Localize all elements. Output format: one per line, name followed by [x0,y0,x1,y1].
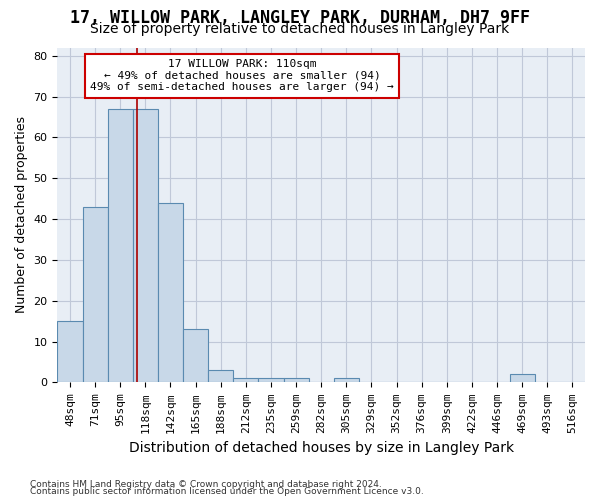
Text: 17 WILLOW PARK: 110sqm
← 49% of detached houses are smaller (94)
49% of semi-det: 17 WILLOW PARK: 110sqm ← 49% of detached… [90,59,394,92]
Bar [334,378,359,382]
Bar [133,109,158,382]
Text: 17, WILLOW PARK, LANGLEY PARK, DURHAM, DH7 9FF: 17, WILLOW PARK, LANGLEY PARK, DURHAM, D… [70,9,530,27]
Bar [233,378,259,382]
Text: Contains public sector information licensed under the Open Government Licence v3: Contains public sector information licen… [30,487,424,496]
Text: Contains HM Land Registry data © Crown copyright and database right 2024.: Contains HM Land Registry data © Crown c… [30,480,382,489]
Bar [183,330,208,382]
Bar [83,207,107,382]
X-axis label: Distribution of detached houses by size in Langley Park: Distribution of detached houses by size … [128,441,514,455]
Bar [284,378,308,382]
Bar [158,202,183,382]
Bar [107,109,133,382]
Bar [58,321,83,382]
Bar [208,370,233,382]
Bar [259,378,284,382]
Bar [509,374,535,382]
Y-axis label: Number of detached properties: Number of detached properties [15,116,28,314]
Text: Size of property relative to detached houses in Langley Park: Size of property relative to detached ho… [91,22,509,36]
